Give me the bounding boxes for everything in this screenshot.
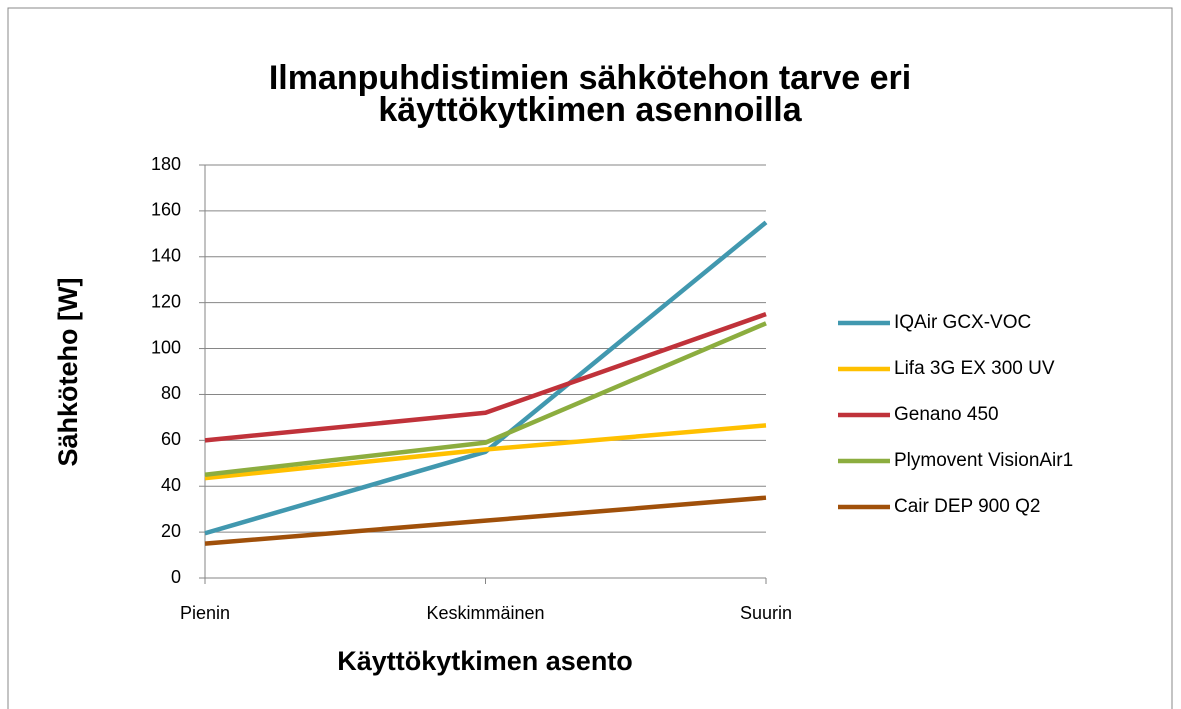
x-tick-label: Keskimmäinen bbox=[426, 603, 544, 623]
series-line bbox=[204, 312, 767, 443]
series-line bbox=[204, 321, 767, 477]
series-line bbox=[204, 423, 767, 481]
y-tick-label: 180 bbox=[151, 154, 181, 174]
y-tick-label: 40 bbox=[161, 475, 181, 495]
y-tick-label: 140 bbox=[151, 246, 181, 266]
x-tick-label: Pienin bbox=[180, 603, 230, 623]
legend-label: Genano 450 bbox=[894, 404, 999, 425]
chart-frame bbox=[7, 7, 1173, 709]
y-tick-label: 80 bbox=[161, 383, 181, 403]
series-line bbox=[204, 220, 768, 536]
y-tick-label: 20 bbox=[161, 521, 181, 541]
y-tick-label: 100 bbox=[151, 337, 181, 357]
x-tick-label: Suurin bbox=[740, 603, 792, 623]
legend-label: IQAir GCX-VOC bbox=[894, 312, 1031, 333]
y-axis-label: Sähköteho [W] bbox=[53, 278, 83, 467]
legend-label: Lifa 3G EX 300 UV bbox=[894, 358, 1055, 379]
legend-label: Cair DEP 900 Q2 bbox=[894, 496, 1040, 517]
y-tick-label: 60 bbox=[161, 429, 181, 449]
x-axis-label: Käyttökytkimen asento bbox=[337, 646, 633, 676]
y-tick-label: 120 bbox=[151, 291, 181, 311]
legend-label: Plymovent VisionAir1 bbox=[894, 450, 1073, 471]
series-line bbox=[204, 495, 767, 546]
chart-title: käyttökytkimen asennoilla bbox=[378, 91, 802, 129]
chart-title: Ilmanpuhdistimien sähkötehon tarve eri bbox=[269, 59, 911, 97]
y-tick-label: 0 bbox=[171, 567, 181, 587]
y-tick-label: 160 bbox=[151, 200, 181, 220]
